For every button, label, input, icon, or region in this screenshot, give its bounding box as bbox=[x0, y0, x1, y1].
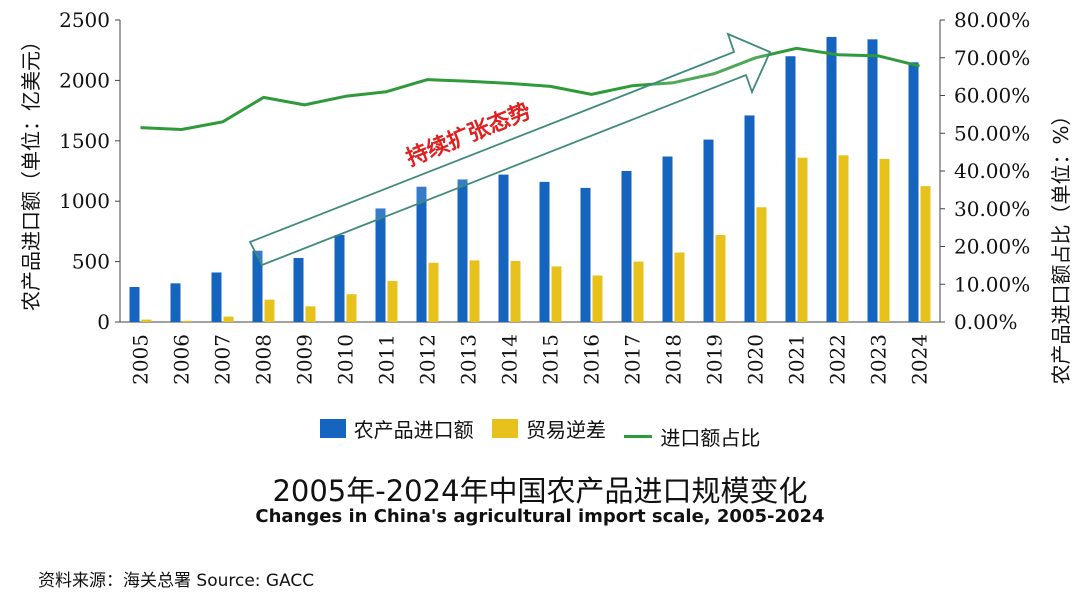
bar-import-2014 bbox=[498, 174, 509, 322]
right-tick-label: 70.00% bbox=[954, 46, 1030, 70]
bar-deficit-2007 bbox=[223, 316, 234, 322]
ratio-line bbox=[140, 46, 920, 131]
chart-subtitle: Changes in China's agricultural import s… bbox=[255, 506, 825, 527]
x-tick-label: 2018 bbox=[662, 334, 686, 385]
x-tick-label: 2009 bbox=[293, 334, 317, 385]
bar-import-2005 bbox=[129, 286, 140, 322]
right-axis-title: 农产品进口额占比（单位：%） bbox=[1049, 105, 1073, 384]
bar-deficit-2009 bbox=[305, 306, 316, 322]
bar-deficit-2011 bbox=[387, 280, 398, 322]
bar-deficit-2013 bbox=[469, 260, 480, 322]
bar-deficit-2012 bbox=[428, 262, 439, 322]
bar-import-2013 bbox=[457, 179, 468, 322]
chart-title: 2005年-2024年中国农产品进口规模变化 bbox=[272, 474, 808, 508]
legend-swatch-ratio bbox=[624, 435, 653, 438]
bar-import-2022 bbox=[826, 36, 837, 323]
x-tick-label: 2014 bbox=[498, 334, 522, 385]
legend-item-import: 农产品进口额 bbox=[319, 414, 474, 443]
x-tick-label: 2024 bbox=[908, 334, 932, 385]
x-tick-label: 2008 bbox=[252, 334, 276, 385]
right-tick-label: 20.00% bbox=[954, 235, 1030, 259]
bar-import-2024 bbox=[908, 62, 919, 322]
x-tick-label: 2012 bbox=[416, 334, 440, 385]
x-tick-label: 2019 bbox=[703, 334, 727, 385]
legend-label-import: 农产品进口额 bbox=[353, 418, 474, 442]
x-tick-label: 2023 bbox=[867, 334, 891, 385]
right-tick-label: 40.00% bbox=[954, 159, 1030, 183]
bar-import-2008 bbox=[252, 250, 263, 322]
bar-deficit-2019 bbox=[715, 235, 726, 322]
bar-import-2018 bbox=[662, 156, 673, 322]
bar-deficit-2016 bbox=[592, 275, 603, 322]
right-tick-label: 50.00% bbox=[954, 121, 1030, 145]
left-tick-label: 500 bbox=[72, 250, 110, 274]
legend-label-deficit: 贸易逆差 bbox=[526, 418, 606, 442]
chart: 0 500 1000 1500 2000 2500 0.00% 10.00% 20.00% 30.… bbox=[19, 8, 1073, 385]
legend-label-ratio: 进口额占比 bbox=[660, 426, 761, 450]
bar-import-2019 bbox=[703, 139, 714, 322]
bar-import-2021 bbox=[785, 56, 796, 323]
bar-deficit-2015 bbox=[551, 266, 562, 322]
x-tick-label: 2005 bbox=[129, 334, 153, 385]
bar-deficit-2008 bbox=[264, 299, 275, 322]
legend-item-deficit: 贸易逆差 bbox=[492, 414, 606, 443]
bar-deficit-2006 bbox=[182, 320, 193, 322]
x-tick-label: 2013 bbox=[457, 334, 481, 385]
bar-import-2010 bbox=[334, 235, 345, 322]
right-tick-label: 10.00% bbox=[954, 272, 1030, 296]
trend-arrow bbox=[248, 32, 772, 267]
legend: 农产品进口额 贸易逆差 进口额占比 bbox=[0, 414, 1080, 451]
legend-item-ratio: 进口额占比 bbox=[624, 422, 760, 451]
left-tick-label: 2000 bbox=[59, 68, 110, 92]
bar-import-2009 bbox=[293, 257, 304, 322]
x-tick-label: 2020 bbox=[744, 334, 768, 385]
bar-import-2012 bbox=[416, 186, 427, 322]
bar-import-2017 bbox=[621, 171, 632, 322]
bar-import-2016 bbox=[580, 187, 591, 322]
left-tick-label: 1500 bbox=[59, 129, 110, 153]
bar-deficit-2018 bbox=[674, 252, 685, 322]
bar-deficit-2010 bbox=[346, 294, 357, 322]
bar-deficit-2017 bbox=[633, 261, 644, 322]
bar-import-2007 bbox=[211, 272, 222, 322]
right-tick-label: 0.00% bbox=[954, 310, 1018, 334]
x-tick-label: 2015 bbox=[539, 334, 563, 385]
bar-deficit-2024 bbox=[920, 186, 931, 322]
left-tick-label: 2500 bbox=[59, 8, 110, 32]
x-tick-label: 2017 bbox=[621, 334, 645, 385]
source-note: 资料来源：海关总署 Source: GACC bbox=[38, 571, 315, 591]
legend-swatch-deficit bbox=[492, 419, 518, 438]
right-tick-label: 30.00% bbox=[954, 197, 1030, 221]
bar-import-2020 bbox=[744, 115, 755, 322]
bar-deficit-2021 bbox=[797, 157, 808, 322]
right-tick-label: 60.00% bbox=[954, 84, 1030, 108]
bar-deficit-2014 bbox=[510, 260, 521, 322]
legend-swatch-import bbox=[319, 419, 346, 438]
bar-deficit-2023 bbox=[879, 158, 890, 322]
left-axis-title: 农产品进口额（单位：亿美元） bbox=[19, 31, 43, 311]
x-tick-label: 2006 bbox=[170, 334, 194, 385]
x-tick-label: 2007 bbox=[211, 334, 235, 385]
x-tick-label: 2016 bbox=[580, 334, 604, 385]
bar-deficit-2020 bbox=[756, 207, 767, 322]
left-tick-label: 0 bbox=[97, 310, 110, 334]
bar-deficit-2022 bbox=[838, 155, 849, 322]
x-tick-label: 2011 bbox=[375, 334, 399, 385]
bar-deficit-2005 bbox=[141, 319, 152, 322]
bar-import-2006 bbox=[170, 283, 181, 322]
bar-import-2023 bbox=[867, 39, 878, 322]
x-tick-label: 2022 bbox=[826, 334, 850, 385]
bar-import-2015 bbox=[539, 181, 550, 322]
x-tick-label: 2021 bbox=[785, 334, 809, 385]
right-tick-label: 80.00% bbox=[954, 8, 1030, 32]
x-tick-label: 2010 bbox=[334, 334, 358, 385]
left-tick-label: 1000 bbox=[59, 189, 110, 213]
bar-import-2011 bbox=[375, 208, 386, 322]
